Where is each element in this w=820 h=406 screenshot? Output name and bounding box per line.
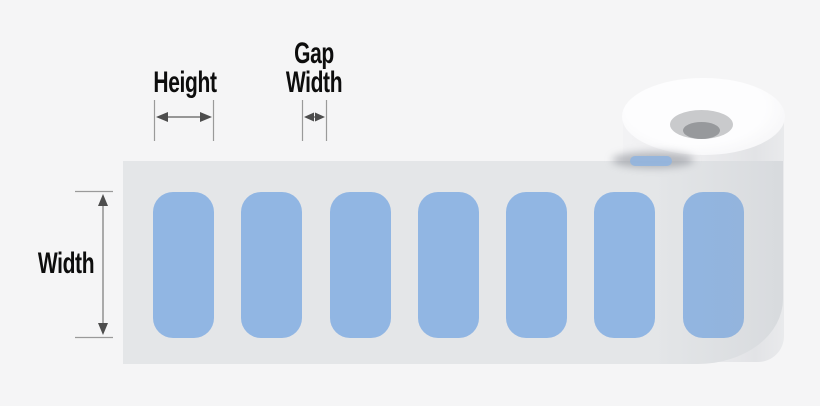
height-arrowhead-right-icon (200, 112, 212, 122)
label-sticker (329, 192, 391, 338)
label-sticker (417, 192, 479, 338)
height-arrowhead-left-icon (156, 112, 168, 122)
width-arrowhead-down-icon (98, 323, 108, 335)
gap-width-line2: Width (285, 66, 343, 99)
gap-arrowhead-left-icon (304, 112, 314, 122)
label-sticker (682, 192, 744, 338)
label-sticker (241, 192, 303, 338)
width-dimension-label: Width (37, 247, 95, 280)
label-sticker (594, 192, 656, 338)
wrapped-label-sliver (630, 156, 672, 166)
height-dimension-label: Height (153, 66, 217, 99)
label-liner-strip (123, 161, 783, 364)
gap-arrowhead-right-icon (315, 112, 325, 122)
gap-width-dimension-label: Gap Width (272, 37, 356, 99)
width-arrowhead-up-icon (98, 194, 108, 206)
roll-core-hole (683, 122, 720, 139)
label-sticker (506, 192, 568, 338)
gap-width-line1: Gap (294, 37, 334, 70)
label-sticker (153, 192, 214, 338)
sticker-row (153, 192, 744, 338)
